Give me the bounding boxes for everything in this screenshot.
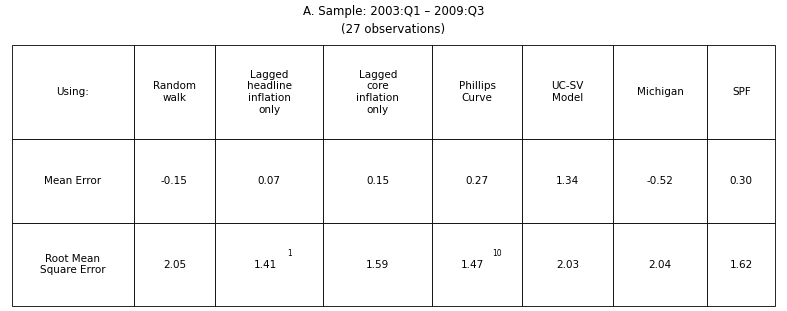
Bar [134,223,215,306]
Text: 1.62: 1.62 [730,260,753,270]
Bar [612,139,708,223]
Text: A. Sample: 2003:Q1 – 2009:Q3: A. Sample: 2003:Q1 – 2009:Q3 [303,5,484,18]
Bar [12,223,134,306]
Text: Root Mean
Square Error: Root Mean Square Error [40,254,105,275]
Bar [708,45,775,139]
Bar [432,139,523,223]
Text: 1.47: 1.47 [461,260,484,270]
Bar [523,223,612,306]
Text: -0.15: -0.15 [161,176,188,186]
Text: 0.27: 0.27 [465,176,489,186]
Text: Lagged
headline
inflation
only: Lagged headline inflation only [247,70,292,114]
Bar [708,223,775,306]
Text: 2.05: 2.05 [163,260,186,270]
Text: Phillips
Curve: Phillips Curve [459,81,496,103]
Text: 1.59: 1.59 [366,260,390,270]
Text: 2.03: 2.03 [556,260,579,270]
Bar [708,139,775,223]
Text: Using:: Using: [57,87,89,97]
Bar [523,45,612,139]
Bar [323,139,432,223]
Bar [215,139,323,223]
Text: 1.34: 1.34 [556,176,579,186]
Bar [612,45,708,139]
Text: 0.30: 0.30 [730,176,753,186]
Bar [134,45,215,139]
Bar [134,139,215,223]
Bar [323,45,432,139]
Text: 0.15: 0.15 [366,176,390,186]
Bar [432,223,523,306]
Bar [612,223,708,306]
Text: 1: 1 [287,249,292,258]
Text: 0.07: 0.07 [258,176,281,186]
Text: 10: 10 [492,249,502,258]
Text: SPF: SPF [732,87,751,97]
Text: -0.52: -0.52 [647,176,674,186]
Text: (27 observations): (27 observations) [342,23,445,36]
Bar [323,223,432,306]
Text: 1.41: 1.41 [253,260,276,270]
Text: Random
walk: Random walk [153,81,196,103]
Text: Michigan: Michigan [637,87,683,97]
Bar [523,139,612,223]
Bar [12,139,134,223]
Text: 2.04: 2.04 [648,260,671,270]
Bar [215,223,323,306]
Bar [12,45,134,139]
Bar [432,45,523,139]
Text: Mean Error: Mean Error [44,176,102,186]
Bar [215,45,323,139]
Text: Lagged
core
inflation
only: Lagged core inflation only [357,70,399,114]
Text: UC-SV
Model: UC-SV Model [551,81,584,103]
